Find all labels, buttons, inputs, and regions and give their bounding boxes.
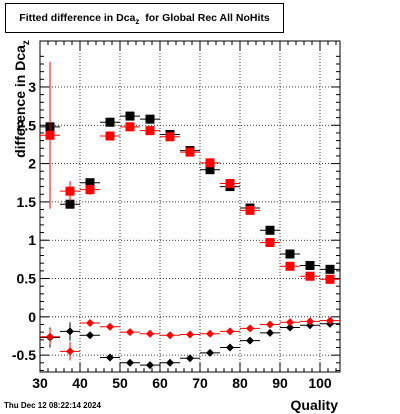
y-tick-label: -0.5 [12,347,36,363]
data-point [226,327,234,336]
data-point [46,332,54,341]
x-tick-label: 80 [232,375,248,391]
data-point [166,358,174,367]
data-point [126,328,134,337]
x-tick-label: 50 [112,375,128,391]
data-point [66,327,74,336]
data-point [85,178,95,188]
data-point [226,343,234,352]
y-tick-label: 1.5 [17,194,37,210]
series-2 [40,61,340,284]
x-tick-label: 70 [192,375,208,391]
series-4 [40,316,340,361]
data-point [206,348,214,357]
data-point [285,261,295,271]
data-point [286,318,294,327]
ylabel-main: difference in Dca [12,45,29,158]
ylabel-subscript: z [20,40,32,46]
data-point [305,271,315,281]
data-point [225,179,235,189]
y-axis-label: difference in Dcaz [12,40,32,158]
plot-frame [39,40,341,373]
y-tick-label: 1 [28,232,36,248]
data-point [105,117,115,127]
chart-title: Fitted difference in Dcaz for Global Rec… [6,12,283,26]
data-point [285,249,295,259]
data-point [45,130,55,140]
data-point [266,328,274,337]
x-tick-label: 100 [308,375,332,391]
data-point [146,361,154,370]
data-point [325,264,335,274]
data-point [206,329,214,338]
data-point [205,165,215,175]
data-point [246,336,254,345]
y-tick-label: 3 [28,79,36,95]
x-tick-label: 60 [152,375,168,391]
data-point [146,329,154,338]
data-series [40,61,340,370]
data-point [286,323,294,332]
y-tick-label: 2 [28,156,36,172]
data-point [145,126,155,136]
y-tick-label: 0.5 [17,271,37,287]
data-point [246,324,254,333]
data-point [86,331,94,340]
data-point [105,131,115,141]
data-point [106,322,114,331]
data-point [266,320,274,329]
x-tick-label: 40 [72,375,88,391]
data-point [65,199,75,209]
title-subscript: z [135,17,140,27]
data-point [126,358,134,367]
x-axis-label: Quality [290,397,338,413]
data-point [125,111,135,121]
title-main: Fitted difference in Dca [19,12,136,24]
x-tick-label: 90 [272,375,288,391]
timestamp: Thu Dec 12 08:22:14 2024 [4,401,101,410]
y-tick-label: 0 [28,309,36,325]
data-point [65,186,75,196]
data-point [145,114,155,124]
grid-lines [40,41,340,372]
data-point [265,225,275,235]
data-point [205,158,215,168]
data-point [165,132,175,142]
data-point [185,147,195,157]
x-tick-label: 30 [32,375,48,391]
data-point [186,354,194,363]
y-tick-label: 2.5 [17,117,37,133]
data-point [265,238,275,248]
data-point [85,185,95,195]
data-point [245,205,255,215]
data-point [166,331,174,340]
data-point [305,260,315,270]
series-1 [40,111,340,274]
data-point [106,353,114,362]
data-point [66,347,74,356]
data-point [306,317,314,326]
axes [39,40,341,373]
title-box: Fitted difference in Dcaz for Global Rec… [5,3,284,33]
data-point [125,122,135,132]
data-point [86,318,94,327]
tick-labels: 30 40 50 60 70 80 90 100 -0.5 0 0.5 1 1.5 2 2.5 3 [12,79,332,391]
title-suffix: for Global Rec All NoHits [145,12,270,24]
series-3 [40,319,340,370]
data-point [186,330,194,339]
data-point [326,316,334,325]
data-point [325,274,335,284]
